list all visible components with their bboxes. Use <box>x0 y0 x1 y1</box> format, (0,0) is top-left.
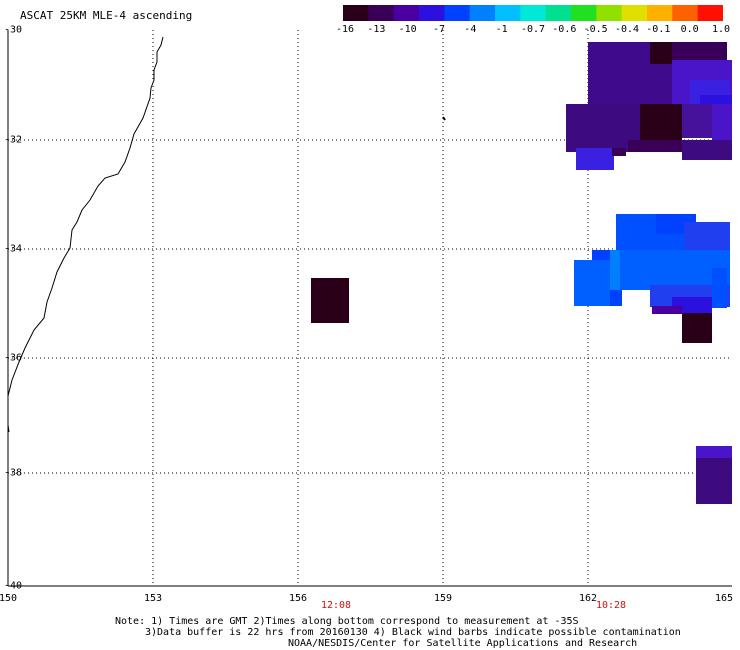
note-line-2: 3)Data buffer is 22 hrs from 20160130 4)… <box>145 627 681 638</box>
colorbar-tick-label: -0.1 <box>646 24 671 35</box>
colorbar-tick-label: 1.0 <box>711 24 731 35</box>
colorbar-tick-label: -7 <box>432 24 446 35</box>
colorbar-swatch <box>444 5 471 21</box>
colorbar-swatch <box>393 5 420 21</box>
colorbar-swatch <box>672 5 699 21</box>
mle-cell <box>652 306 682 314</box>
colorbar-swatch <box>343 5 369 21</box>
mle-cell <box>682 313 712 343</box>
longitude-label: 162 <box>578 593 598 604</box>
mle-cell <box>311 278 349 323</box>
mle-cell <box>574 260 610 306</box>
longitude-label: 150 <box>0 593 18 604</box>
mle-cell <box>696 446 732 458</box>
pass-time-label: 12:08 <box>320 600 352 611</box>
longitude-label: 159 <box>433 593 453 604</box>
mle-cell <box>640 104 682 146</box>
note-line-1: Note: 1) Times are GMT 2)Times along bot… <box>115 616 579 627</box>
colorbar-tick-label: -4 <box>464 24 477 35</box>
colorbar-swatch <box>571 5 597 21</box>
mle-cell <box>682 140 732 160</box>
colorbar-swatch <box>545 5 572 21</box>
mle-cell <box>684 222 730 252</box>
mle-cell <box>650 42 675 64</box>
colorbar-swatch <box>368 5 395 21</box>
mle-cell <box>612 148 626 156</box>
colorbar-tick-label: -10 <box>398 24 417 35</box>
colorbar-tick-label: -0.4 <box>614 24 640 35</box>
pass-time-label: 10:28 <box>595 600 627 611</box>
colorbar-tick-label: -13 <box>367 24 386 35</box>
colorbar-tick-label: 0.0 <box>680 24 699 35</box>
colorbar-swatch <box>469 5 496 21</box>
latitude-label: -34 <box>4 243 23 255</box>
colorbar-tick-label: -0.7 <box>520 24 546 35</box>
colorbar-swatch <box>621 5 648 21</box>
latitude-label: -40 <box>4 580 23 592</box>
mle-cell <box>712 268 727 308</box>
colorbar-swatch <box>647 5 673 21</box>
colorbar-tick-label: -1 <box>495 24 508 35</box>
colorbar-tick-label: -16 <box>335 24 355 35</box>
note-line-3: NOAA/NESDIS/Center for Satellite Applica… <box>288 638 638 649</box>
colorbar-swatch <box>419 5 445 21</box>
mle-cell <box>628 140 682 152</box>
colorbar-tick-label: -0.5 <box>583 24 608 35</box>
colorbar-swatch <box>520 5 547 21</box>
colorbar <box>343 5 723 21</box>
mle-cell <box>672 42 727 64</box>
latitude-label: -38 <box>4 467 23 479</box>
australia-coastline <box>7 36 164 397</box>
mle-cell <box>620 250 730 290</box>
mle-cell <box>576 148 614 170</box>
colorbar-tick-label: -0.6 <box>552 24 577 35</box>
latitude-label: -30 <box>4 24 23 36</box>
map-title: ASCAT 25KM MLE-4 ascending <box>20 9 193 22</box>
mle-cell <box>682 104 712 138</box>
latitude-label: -36 <box>4 352 23 364</box>
mle-cell <box>712 104 732 144</box>
colorbar-swatch <box>495 5 521 21</box>
longitude-label: 153 <box>143 593 163 604</box>
mle-data-cells <box>311 42 732 504</box>
island-speck <box>442 116 446 121</box>
longitude-label: 156 <box>288 593 308 604</box>
colorbar-swatch <box>697 5 723 21</box>
latitude-label: -32 <box>4 134 23 146</box>
colorbar-swatch <box>596 5 623 21</box>
longitude-label: 165 <box>714 593 734 604</box>
